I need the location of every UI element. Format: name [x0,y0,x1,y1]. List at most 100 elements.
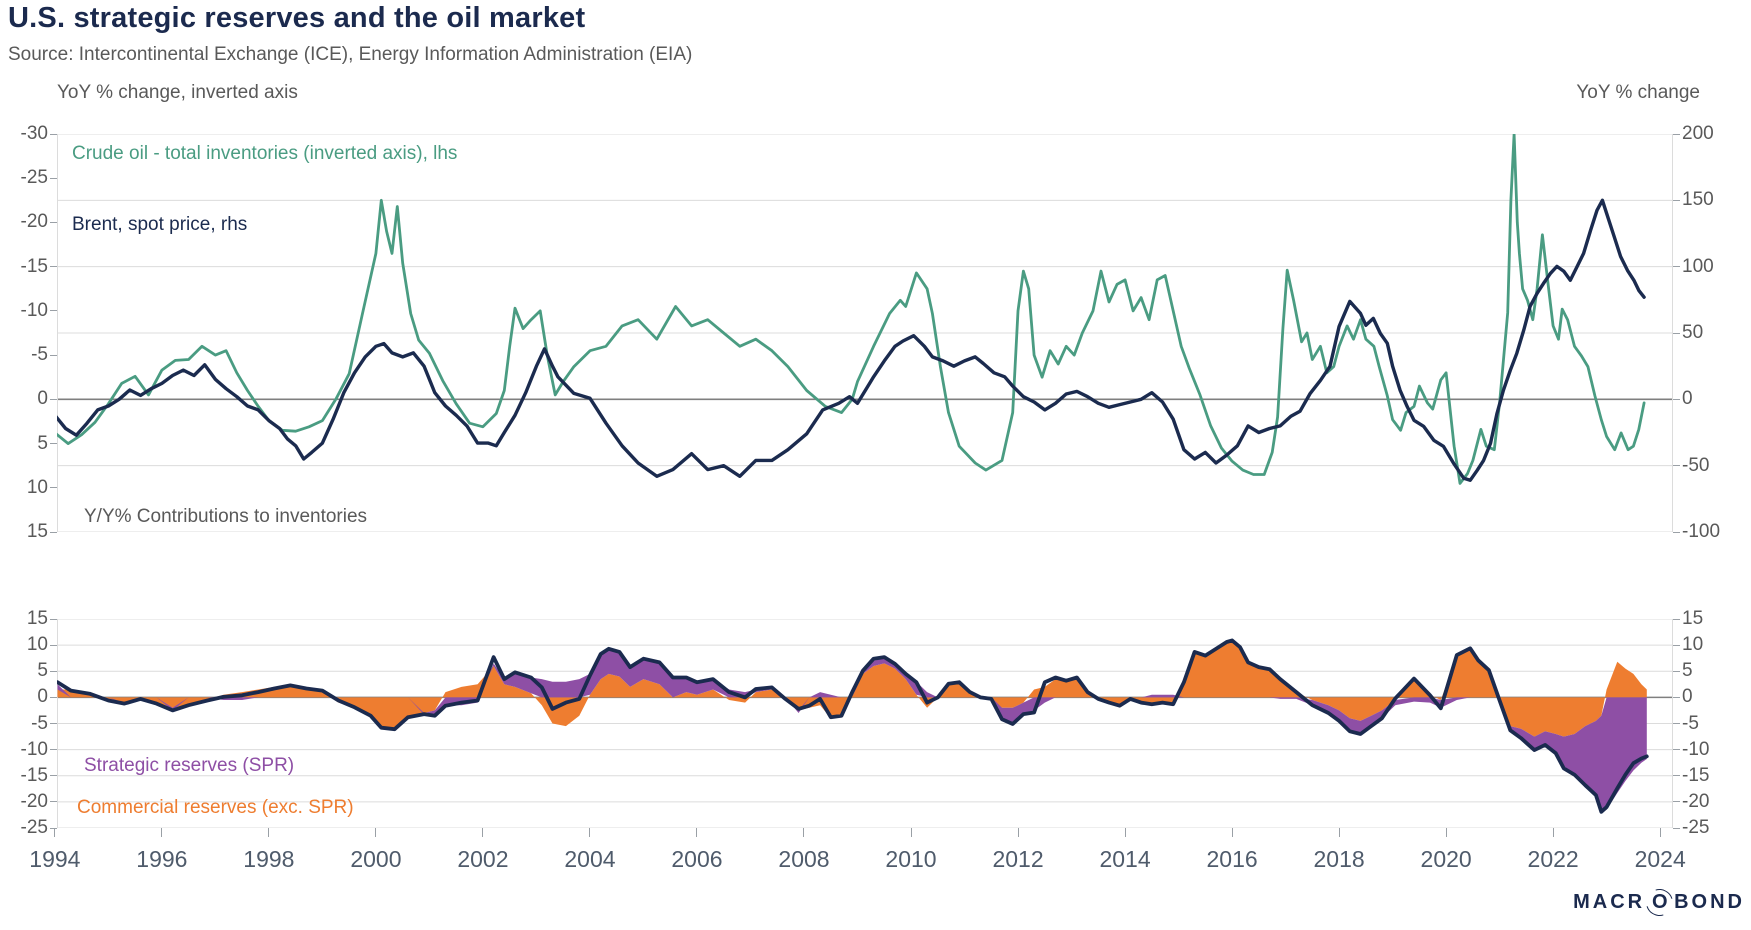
x-axis-year-label: 2016 [1206,846,1258,872]
top-left-tick-label: -15 [20,255,48,277]
x-axis-tick-mark [696,828,698,837]
x-axis-year-label: 2014 [1099,846,1151,872]
bottom-right-tick-label: 10 [1682,634,1704,656]
x-axis-year-label: 2004 [564,846,616,872]
bottom-panel-title: Y/Y% Contributions to inventories [84,506,368,527]
bottom-right-tick-mark [1673,644,1680,646]
bottom-right-tick-label: -10 [1682,738,1710,760]
bottom-right-tick-label: -25 [1682,817,1710,838]
top-left-tick-label: -25 [20,167,48,189]
x-axis-tick-mark [1659,828,1661,837]
x-axis-tick-mark [803,828,805,837]
top-left-tick-mark [50,177,57,179]
top-right-tick-label: -50 [1682,454,1710,476]
top-right-tick-label: 0 [1682,388,1693,410]
x-axis-year-label: 2012 [992,846,1044,872]
x-axis-tick-mark [910,828,912,837]
x-axis-year-label: 2006 [671,846,723,872]
top-right-tick-mark [1673,332,1680,334]
top-right-tick-mark [1673,398,1680,400]
top-left-tick-mark [50,266,57,268]
top-right-tick-label: 100 [1682,255,1714,277]
bottom-right-tick-mark [1673,801,1680,803]
bottom-right-tick-label: 0 [1682,686,1693,708]
bottom-right-tick-label: -15 [1682,764,1710,786]
top-left-tick-label: -30 [20,123,48,144]
bottom-right-tick-label: -20 [1682,790,1710,812]
x-axis-tick-mark [268,828,270,837]
x-axis-tick-mark [482,828,484,837]
top-left-tick-mark [50,133,57,135]
series-total-line [57,638,1649,814]
bottom-left-tick-mark [50,723,57,724]
bottom-left-tick-mark [50,618,57,620]
x-axis-year-label: 2002 [457,846,509,872]
top-right-tick-mark [1673,465,1680,467]
bottom-left-tick-mark [50,696,57,698]
x-axis-year-label: 2008 [778,846,830,872]
logo-text-pre: MACR [1573,891,1646,913]
bottom-right-tick-mark [1673,749,1680,751]
bottom-right-tick-label: 5 [1682,660,1693,682]
x-axis-tick-mark [161,828,163,837]
x-axis-year-label: 2022 [1527,846,1579,872]
top-left-tick-label: 5 [37,432,48,454]
top-left-tick-label: -20 [20,211,48,233]
bottom-left-tick-label: -15 [20,764,48,786]
bottom-right-tick-mark [1673,696,1680,698]
x-axis-year-label: 2018 [1313,846,1365,872]
bottom-left-tick-label: -10 [20,738,48,760]
top-left-tick-mark [50,221,57,223]
bottom-left-tick-mark [50,644,57,646]
top-left-tick-mark [50,443,57,445]
top-right-tick-mark [1673,133,1680,135]
bottom-left-tick-mark [50,801,57,803]
bottom-left-tick-label: 15 [26,608,48,629]
top-left-tick-mark [50,398,57,400]
top-left-tick-label: 10 [26,476,48,498]
bottom-right-tick-label: -5 [1682,712,1699,734]
logo-text-o: O [1651,891,1668,913]
bottom-left-tick-mark [50,670,57,672]
top-right-tick-label: 150 [1682,189,1714,211]
top-right-tick-mark [1673,199,1680,201]
bottom-left-tick-mark [50,775,57,777]
bottom-right-tick-mark [1673,775,1680,777]
x-axis-tick-mark [1338,828,1340,837]
top-left-tick-mark [50,531,57,533]
bottom-left-tick-label: 10 [26,634,48,656]
x-axis-tick-mark [1552,828,1554,837]
x-axis-tick-mark [54,828,56,837]
bottom-left-tick-label: -5 [31,712,48,734]
bottom-left-tick-label: -25 [20,817,48,838]
x-axis-tick-mark [375,828,377,837]
x-axis-tick-mark [1124,828,1126,837]
top-left-tick-label: 0 [37,388,48,410]
page-title: U.S. strategic reserves and the oil mark… [8,2,586,34]
top-left-tick-mark [50,310,57,312]
top-left-tick-label: 15 [26,521,48,542]
legend-commercial-reserves: Commercial reserves (exc. SPR) [77,797,354,818]
x-axis-year-label: 1996 [136,846,188,872]
top-left-tick-label: -5 [31,344,48,366]
bottom-right-tick-mark [1673,618,1680,620]
top-left-tick-mark [50,487,57,489]
macrobond-logo: MACR O BOND [1573,884,1745,921]
bottom-right-tick-label: 15 [1682,608,1704,629]
bottom-panel-plot [57,619,1673,828]
logo-text-post: BOND [1674,891,1745,913]
top-left-tick-label: -10 [20,299,48,321]
top-right-tick-mark [1673,266,1680,268]
x-axis-tick-mark [1445,828,1447,837]
bottom-left-tick-label: 0 [37,686,48,708]
legend-strategic-reserves: Strategic reserves (SPR) [84,755,295,776]
x-axis-tick-mark [1017,828,1019,837]
top-left-axis-title: YoY % change, inverted axis [57,82,298,103]
top-left-tick-mark [50,354,57,356]
series-spr-area [57,650,1647,813]
x-axis-year-label: 2024 [1634,846,1686,872]
x-axis-year-label: 2000 [350,846,402,872]
source-caption: Source: Intercontinental Exchange (ICE),… [8,44,693,65]
bottom-right-tick-mark [1673,827,1680,829]
x-axis-year-label: 2010 [885,846,937,872]
